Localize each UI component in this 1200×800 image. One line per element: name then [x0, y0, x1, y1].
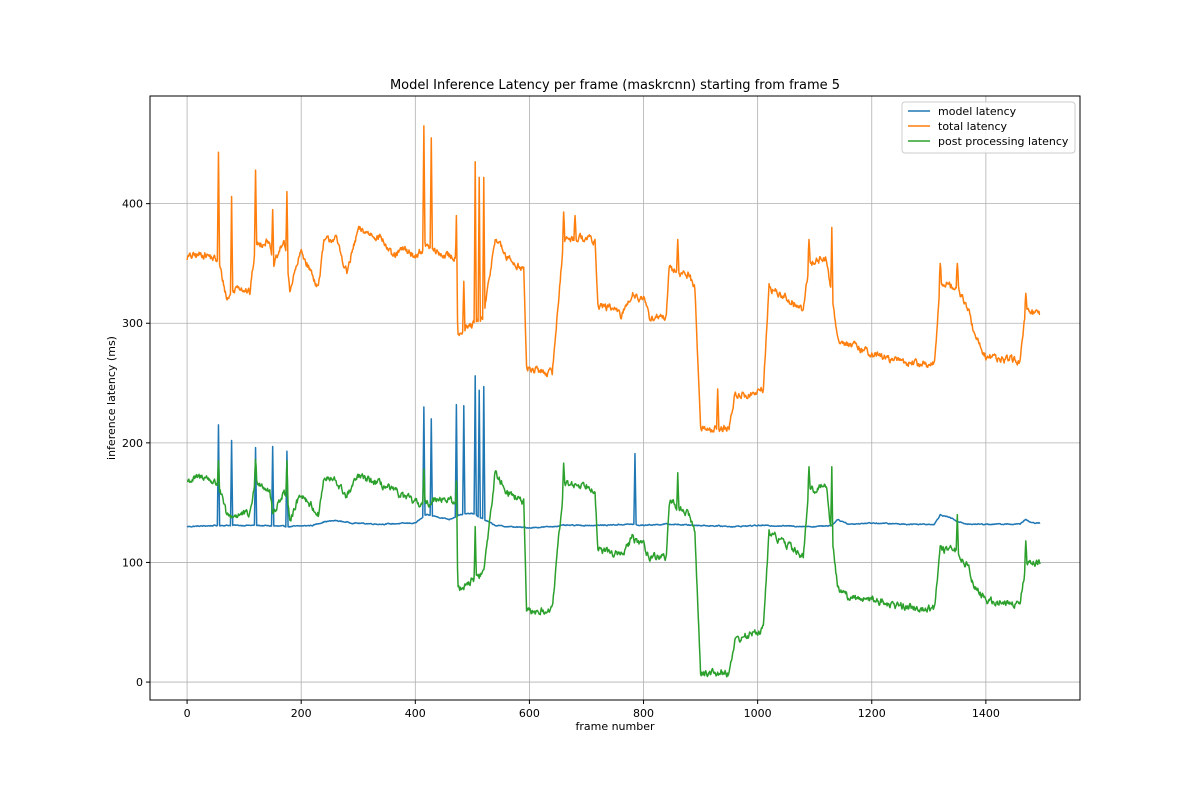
y-tick-label: 100	[122, 556, 143, 569]
legend-label-post-processing-latency: post processing latency	[938, 135, 1069, 148]
chart-title: Model Inference Latency per frame (maskr…	[390, 78, 840, 93]
series-line-total-latency	[186, 125, 1041, 433]
x-tick-label: 0	[184, 707, 191, 720]
legend-label-total-latency: total latency	[938, 120, 1008, 133]
series-line-post-processing-latency	[186, 458, 1041, 678]
y-tick-label: 300	[122, 317, 143, 330]
ticks: 0 200 400 600 800 1000 1200 1400 0 100 200 300 400	[122, 198, 1000, 720]
grid	[150, 96, 1080, 700]
series-line-model-latency	[186, 375, 1041, 529]
x-tick-label: 1000	[744, 707, 772, 720]
x-tick-label: 400	[405, 707, 426, 720]
y-axis-label: inference latency (ms)	[105, 336, 118, 460]
y-tick-label: 200	[122, 437, 143, 450]
legend-label-model-latency: model latency	[938, 105, 1017, 118]
x-tick-label: 200	[291, 707, 312, 720]
plot-frame	[149, 95, 1081, 701]
legend-box	[901, 101, 1076, 154]
x-axis-label: frame number	[575, 720, 655, 733]
x-tick-label: 1200	[858, 707, 886, 720]
series-group	[186, 125, 1041, 678]
x-tick-label: 600	[519, 707, 540, 720]
x-tick-label: 800	[633, 707, 654, 720]
x-tick-label: 1400	[972, 707, 1000, 720]
y-tick-label: 400	[122, 198, 143, 211]
y-tick-label: 0	[136, 676, 143, 689]
legend: model latency total latency post process…	[901, 101, 1076, 154]
